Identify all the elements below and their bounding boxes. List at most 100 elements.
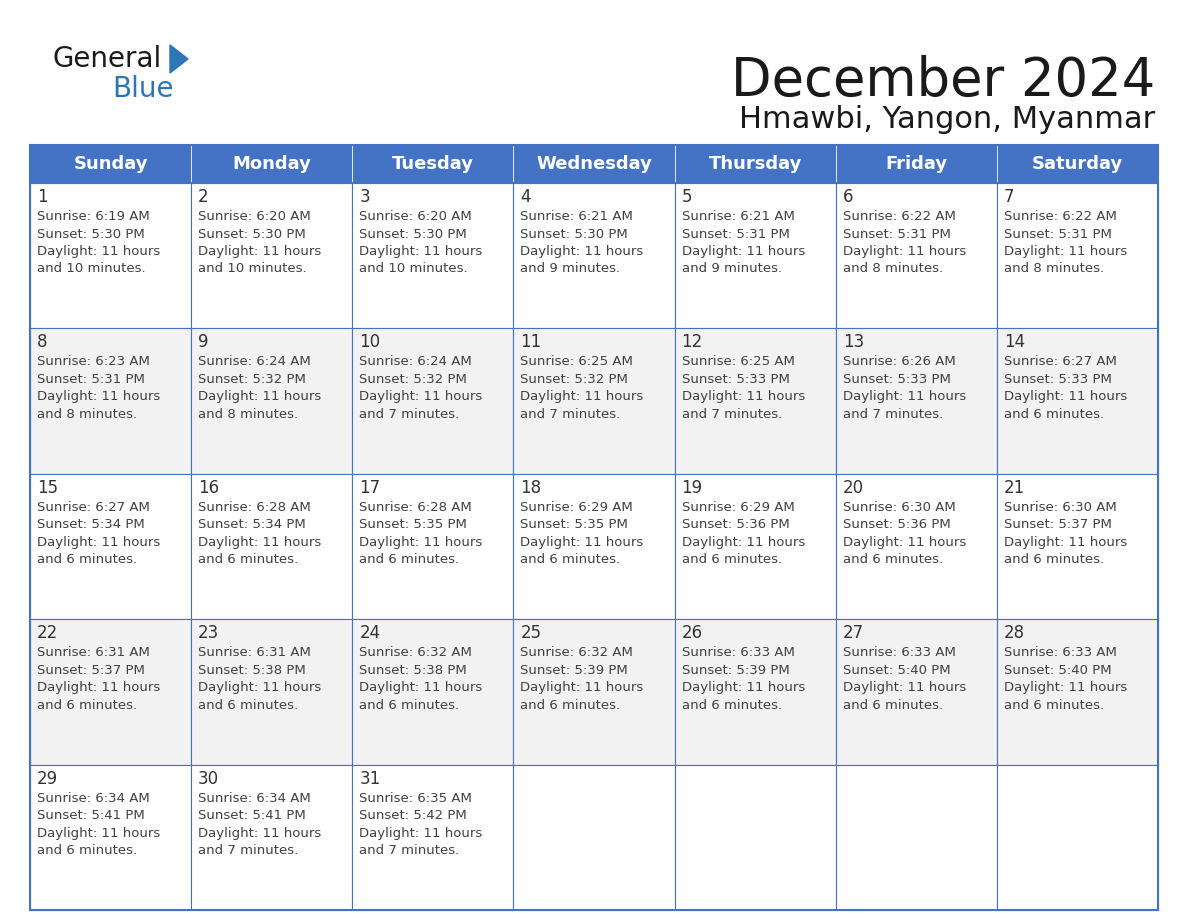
Text: Sunset: 5:30 PM: Sunset: 5:30 PM	[37, 228, 145, 241]
Bar	[835, 183, 997, 329]
Text: 16: 16	[198, 479, 220, 497]
Text: Sunrise: 6:20 AM: Sunrise: 6:20 AM	[359, 210, 472, 223]
Text: and 7 minutes.: and 7 minutes.	[359, 844, 460, 857]
Text: and 10 minutes.: and 10 minutes.	[37, 263, 146, 275]
Bar	[835, 329, 997, 474]
Text: 1: 1	[37, 188, 48, 206]
Text: 19: 19	[682, 479, 702, 497]
Text: Sunset: 5:31 PM: Sunset: 5:31 PM	[682, 228, 790, 241]
Text: and 6 minutes.: and 6 minutes.	[842, 699, 943, 711]
Bar	[835, 765, 997, 910]
Text: Sunset: 5:31 PM: Sunset: 5:31 PM	[842, 228, 950, 241]
Text: 6: 6	[842, 188, 853, 206]
Text: Sunrise: 6:25 AM: Sunrise: 6:25 AM	[520, 355, 633, 368]
Text: Hmawbi, Yangon, Myanmar: Hmawbi, Yangon, Myanmar	[739, 105, 1155, 134]
Text: and 8 minutes.: and 8 minutes.	[37, 408, 137, 420]
Bar	[835, 620, 997, 765]
Text: and 7 minutes.: and 7 minutes.	[359, 408, 460, 420]
Bar	[835, 145, 997, 183]
Text: Daylight: 11 hours: Daylight: 11 hours	[842, 536, 966, 549]
Text: 9: 9	[198, 333, 209, 352]
Bar	[353, 329, 513, 474]
Text: Daylight: 11 hours: Daylight: 11 hours	[359, 681, 482, 694]
Text: Sunrise: 6:21 AM: Sunrise: 6:21 AM	[520, 210, 633, 223]
Text: Daylight: 11 hours: Daylight: 11 hours	[359, 536, 482, 549]
Bar	[353, 765, 513, 910]
Text: Daylight: 11 hours: Daylight: 11 hours	[842, 390, 966, 403]
Text: Daylight: 11 hours: Daylight: 11 hours	[682, 681, 804, 694]
Bar	[191, 329, 353, 474]
Bar	[513, 474, 675, 620]
Bar	[675, 765, 835, 910]
Text: and 9 minutes.: and 9 minutes.	[520, 263, 620, 275]
Text: 4: 4	[520, 188, 531, 206]
Text: Sunset: 5:34 PM: Sunset: 5:34 PM	[37, 519, 145, 532]
Text: Sunset: 5:36 PM: Sunset: 5:36 PM	[682, 519, 789, 532]
Text: Tuesday: Tuesday	[392, 155, 474, 173]
Bar	[997, 183, 1158, 329]
Bar	[191, 145, 353, 183]
Bar	[191, 620, 353, 765]
Bar	[353, 145, 513, 183]
Text: 22: 22	[37, 624, 58, 643]
Text: and 10 minutes.: and 10 minutes.	[359, 263, 468, 275]
Text: Sunrise: 6:25 AM: Sunrise: 6:25 AM	[682, 355, 795, 368]
Text: Monday: Monday	[233, 155, 311, 173]
Text: Sunset: 5:32 PM: Sunset: 5:32 PM	[359, 373, 467, 386]
Text: Daylight: 11 hours: Daylight: 11 hours	[842, 245, 966, 258]
Text: 20: 20	[842, 479, 864, 497]
Text: 13: 13	[842, 333, 864, 352]
Bar	[675, 145, 835, 183]
Bar	[997, 620, 1158, 765]
Text: and 8 minutes.: and 8 minutes.	[198, 408, 298, 420]
Bar	[675, 620, 835, 765]
Text: Sunset: 5:33 PM: Sunset: 5:33 PM	[682, 373, 790, 386]
Text: Sunrise: 6:24 AM: Sunrise: 6:24 AM	[359, 355, 472, 368]
Text: Sunrise: 6:26 AM: Sunrise: 6:26 AM	[842, 355, 955, 368]
Bar	[30, 145, 191, 183]
Text: Daylight: 11 hours: Daylight: 11 hours	[1004, 681, 1127, 694]
Text: Daylight: 11 hours: Daylight: 11 hours	[37, 390, 160, 403]
Text: and 6 minutes.: and 6 minutes.	[198, 699, 298, 711]
Text: Sunset: 5:31 PM: Sunset: 5:31 PM	[37, 373, 145, 386]
Bar	[191, 765, 353, 910]
Text: Daylight: 11 hours: Daylight: 11 hours	[1004, 390, 1127, 403]
Text: 25: 25	[520, 624, 542, 643]
Text: Friday: Friday	[885, 155, 947, 173]
Text: Sunrise: 6:20 AM: Sunrise: 6:20 AM	[198, 210, 311, 223]
Text: Daylight: 11 hours: Daylight: 11 hours	[1004, 245, 1127, 258]
Text: Daylight: 11 hours: Daylight: 11 hours	[682, 536, 804, 549]
Text: 12: 12	[682, 333, 703, 352]
Text: 17: 17	[359, 479, 380, 497]
Text: Sunset: 5:33 PM: Sunset: 5:33 PM	[842, 373, 950, 386]
Text: Sunrise: 6:21 AM: Sunrise: 6:21 AM	[682, 210, 795, 223]
Bar	[513, 329, 675, 474]
Text: Daylight: 11 hours: Daylight: 11 hours	[682, 245, 804, 258]
Text: and 6 minutes.: and 6 minutes.	[1004, 408, 1104, 420]
Text: Daylight: 11 hours: Daylight: 11 hours	[842, 681, 966, 694]
Text: and 7 minutes.: and 7 minutes.	[682, 408, 782, 420]
Text: Sunset: 5:35 PM: Sunset: 5:35 PM	[359, 519, 467, 532]
Text: Sunset: 5:31 PM: Sunset: 5:31 PM	[1004, 228, 1112, 241]
Text: Sunrise: 6:19 AM: Sunrise: 6:19 AM	[37, 210, 150, 223]
Text: 29: 29	[37, 769, 58, 788]
Bar	[30, 145, 1158, 910]
Text: Sunset: 5:30 PM: Sunset: 5:30 PM	[198, 228, 305, 241]
Text: Sunrise: 6:24 AM: Sunrise: 6:24 AM	[198, 355, 311, 368]
Text: and 8 minutes.: and 8 minutes.	[1004, 263, 1104, 275]
Text: and 6 minutes.: and 6 minutes.	[1004, 699, 1104, 711]
Text: Sunset: 5:38 PM: Sunset: 5:38 PM	[359, 664, 467, 677]
Text: Sunrise: 6:31 AM: Sunrise: 6:31 AM	[198, 646, 311, 659]
Bar	[30, 329, 191, 474]
Text: Daylight: 11 hours: Daylight: 11 hours	[37, 536, 160, 549]
Text: Daylight: 11 hours: Daylight: 11 hours	[198, 826, 322, 840]
Bar	[191, 474, 353, 620]
Text: Daylight: 11 hours: Daylight: 11 hours	[520, 536, 644, 549]
Text: Sunrise: 6:22 AM: Sunrise: 6:22 AM	[1004, 210, 1117, 223]
Bar	[513, 145, 675, 183]
Text: 14: 14	[1004, 333, 1025, 352]
Text: 11: 11	[520, 333, 542, 352]
Text: Sunset: 5:41 PM: Sunset: 5:41 PM	[198, 809, 305, 823]
Polygon shape	[170, 45, 188, 73]
Text: Sunrise: 6:28 AM: Sunrise: 6:28 AM	[198, 501, 311, 514]
